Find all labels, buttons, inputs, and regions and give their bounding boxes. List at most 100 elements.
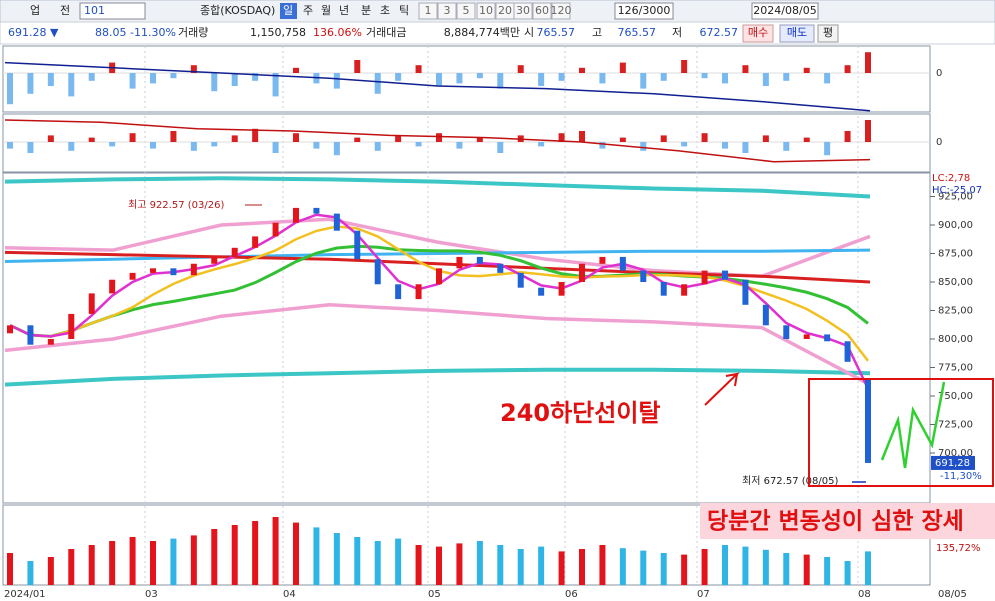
low: 672.57 xyxy=(700,26,739,39)
osc-bar xyxy=(170,131,177,142)
osc-bar xyxy=(762,73,769,86)
date[interactable]: 2024/08/05 xyxy=(753,4,816,17)
zero-label: 0 xyxy=(936,137,942,148)
volume-bar xyxy=(7,553,13,585)
interval[interactable]: 1 xyxy=(425,4,432,17)
interval[interactable]: 30 xyxy=(516,4,530,17)
annotation-2: 당분간 변동성이 심한 장세 xyxy=(707,509,964,535)
osc-bar xyxy=(313,142,320,149)
candle xyxy=(333,213,340,231)
period[interactable]: 주 xyxy=(303,4,313,17)
volume-bar xyxy=(415,545,422,585)
overlay-line xyxy=(4,367,871,387)
price-tag-label: 691,28 xyxy=(935,458,970,469)
x-label: 06 xyxy=(565,589,578,600)
high-note: 최고 922.57 (03/26) xyxy=(128,199,224,211)
interval-button[interactable] xyxy=(532,2,552,20)
period[interactable]: 초 xyxy=(380,4,390,17)
osc-bar xyxy=(170,73,177,79)
candle xyxy=(129,272,136,280)
interval-button[interactable] xyxy=(476,2,496,20)
period[interactable]: 월 xyxy=(321,4,331,17)
osc-bar xyxy=(722,73,728,84)
forecast-zigzag xyxy=(880,381,946,469)
avg[interactable]: 평 xyxy=(823,26,833,39)
interval[interactable]: 5 xyxy=(463,4,470,17)
y-tick-label: 850,00 xyxy=(938,277,973,288)
candle xyxy=(865,378,871,463)
candle xyxy=(374,259,381,285)
sell-button[interactable] xyxy=(779,24,815,43)
count[interactable]: 126/3000 xyxy=(618,4,671,17)
interval[interactable]: 10 xyxy=(479,4,493,17)
osc-bar xyxy=(109,142,116,147)
buy[interactable]: 매수 xyxy=(748,26,768,39)
sell[interactable]: 매도 xyxy=(787,26,807,39)
buy-button[interactable] xyxy=(742,24,774,43)
osc-bar xyxy=(272,142,279,153)
osc-bar xyxy=(865,120,871,142)
hc-label: HC:-25,07 xyxy=(932,185,982,196)
interval-button[interactable] xyxy=(418,2,438,20)
interval[interactable]: 3 xyxy=(444,4,451,17)
osc-bar xyxy=(517,65,524,73)
volume-bar xyxy=(476,541,483,585)
osc-bar xyxy=(783,142,790,151)
count-box[interactable] xyxy=(614,2,674,20)
candle xyxy=(476,256,483,264)
interval[interactable]: 20 xyxy=(498,4,512,17)
osc-bar xyxy=(190,142,197,151)
interval-button[interactable] xyxy=(513,2,533,20)
code-box[interactable] xyxy=(79,2,146,20)
period[interactable]: 틱 xyxy=(399,4,409,17)
interval-button[interactable] xyxy=(437,2,457,20)
y-tick-label: 900,00 xyxy=(938,220,973,231)
panel-frames xyxy=(2,45,931,586)
candle xyxy=(7,325,13,334)
volume-rate: 136.06% xyxy=(313,26,362,39)
volume-bar xyxy=(865,551,871,585)
osc-bar xyxy=(803,137,810,142)
period-active[interactable] xyxy=(280,3,297,19)
period[interactable]: 년 xyxy=(339,4,349,17)
osc-bar xyxy=(47,73,54,86)
osc-bar xyxy=(354,60,361,73)
avg-button[interactable] xyxy=(817,24,839,43)
osc-bar xyxy=(701,133,708,142)
price-tag xyxy=(931,455,975,470)
volume-bar xyxy=(47,557,54,585)
interval-button[interactable] xyxy=(456,2,476,20)
osc-bar xyxy=(640,73,647,89)
y-tick-label: 800,00 xyxy=(938,334,973,345)
market[interactable]: 업 xyxy=(30,4,40,17)
candle xyxy=(47,339,54,345)
volume-bar xyxy=(497,545,504,585)
code[interactable]: 101 xyxy=(84,4,105,17)
osc-bar xyxy=(762,135,769,142)
osc-bar xyxy=(211,142,218,147)
y-tick-label: 775,00 xyxy=(938,363,973,374)
date-box[interactable] xyxy=(751,2,819,20)
candle xyxy=(517,272,524,288)
x-label: 05 xyxy=(428,589,441,600)
volume-bar xyxy=(538,546,545,585)
price-tag-rate: -11,30% xyxy=(940,471,982,482)
osc-bar xyxy=(660,73,667,81)
candle xyxy=(415,284,422,300)
candle xyxy=(211,256,218,264)
volume-bar xyxy=(742,546,749,585)
price: 691.28 ▼ xyxy=(8,26,59,39)
candle xyxy=(395,284,402,300)
interval[interactable]: 120 xyxy=(551,4,572,17)
interval-button[interactable] xyxy=(551,2,571,20)
interval[interactable]: 60 xyxy=(535,4,549,17)
all[interactable]: 전 xyxy=(60,4,70,17)
osc-bar xyxy=(558,133,565,142)
high: 765.57 xyxy=(618,26,657,39)
period[interactable]: 분 xyxy=(361,4,371,17)
x-label: 03 xyxy=(145,589,158,600)
osc-bar xyxy=(190,65,197,73)
period[interactable]: 일 xyxy=(283,3,293,17)
osc-bar xyxy=(599,142,606,149)
osc-bar xyxy=(374,142,381,151)
